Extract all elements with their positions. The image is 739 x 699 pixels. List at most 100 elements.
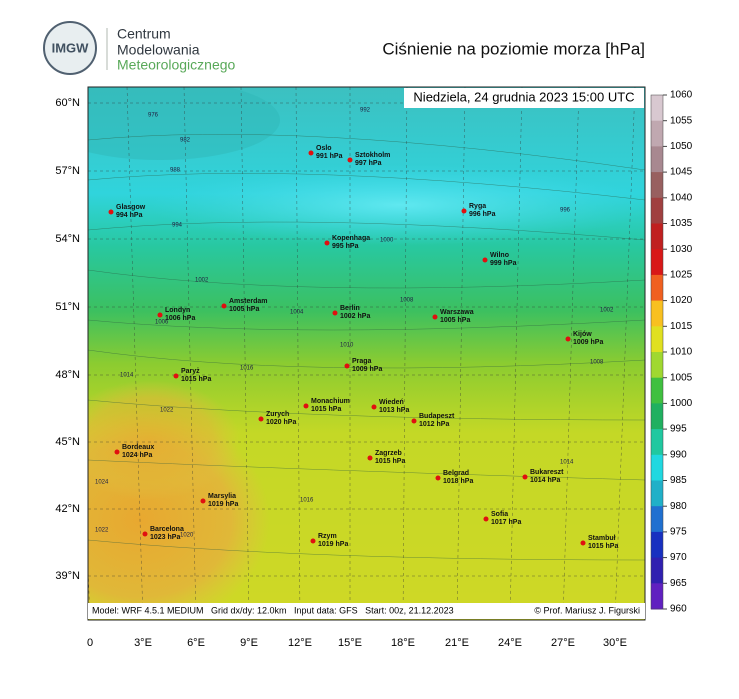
- city-pressure: 991 hPa: [316, 153, 343, 160]
- colorbar-cell: [651, 454, 663, 481]
- colorbar-label: 1020: [670, 295, 693, 306]
- graticule: [509, 87, 523, 620]
- city-dot: [310, 538, 316, 544]
- city-pressure: 1023 hPa: [150, 534, 180, 541]
- model-info: Model: WRF 4.5.1 MEDIUM Grid dx/dy: 12.0…: [92, 605, 454, 615]
- city-pressure: 1014 hPa: [530, 477, 560, 484]
- colorbar-label: 960: [670, 604, 687, 615]
- isobar-label: 1010: [340, 343, 354, 349]
- city-name: Zagrzeb: [375, 450, 402, 457]
- isobar-label: 1002: [195, 278, 209, 284]
- isobar-label: 976: [148, 113, 159, 119]
- lat-label: 42°N: [55, 503, 80, 515]
- colorbar-cell: [651, 480, 663, 507]
- city-name: Monachium: [311, 398, 350, 405]
- city-pressure: 1012 hPa: [419, 421, 449, 428]
- city-name: Wiedeń: [379, 399, 404, 406]
- graticule: [402, 87, 408, 620]
- colorbar-cell: [651, 274, 663, 302]
- lon-label: 12°E: [288, 637, 312, 649]
- isobar-label: 1014: [560, 460, 574, 466]
- city-name: Sofia: [491, 511, 508, 518]
- colorbar-label: 1055: [670, 115, 693, 126]
- city-dot: [221, 303, 227, 309]
- footer-box: [88, 603, 645, 619]
- colorbar-cell: [651, 146, 663, 173]
- city-pressure: 1005 hPa: [229, 306, 259, 313]
- lon-label: 9°E: [240, 637, 258, 649]
- city-name: Kopenhaga: [332, 235, 370, 242]
- city-pressure: 1015 hPa: [311, 406, 341, 413]
- colorbar-label: 995: [670, 424, 687, 435]
- isobar-label: 1002: [600, 308, 614, 314]
- city-dot: [483, 516, 489, 522]
- lat-label: 51°N: [55, 301, 80, 313]
- isobar-label: 988: [170, 168, 181, 174]
- city-pressure: 999 hPa: [490, 260, 517, 267]
- city-dot: [114, 449, 120, 455]
- city-pressure: 1024 hPa: [122, 452, 152, 459]
- isobar-label: 982: [180, 138, 191, 144]
- city-name: Bordeaux: [122, 444, 154, 451]
- graticule: [562, 87, 580, 620]
- colorbar-label: 1010: [670, 347, 693, 358]
- colorbar-cell: [651, 352, 663, 379]
- city-dot: [308, 150, 314, 156]
- map-frame: [87, 86, 646, 621]
- city-dot: [200, 498, 206, 504]
- colorbar-cell: [651, 249, 663, 276]
- isobar-label: 1008: [590, 360, 604, 366]
- colorbar-label: 1050: [670, 141, 693, 152]
- colorbar-label: 1000: [670, 398, 693, 409]
- lat-label: 60°N: [55, 97, 80, 109]
- city-name: Stambuł: [588, 535, 616, 542]
- colorbar-label: 1030: [670, 244, 693, 255]
- city-pressure: 1019 hPa: [208, 501, 238, 508]
- city-dot: [324, 240, 330, 246]
- city-pressure: 1009 hPa: [573, 339, 603, 346]
- colorbar-cell: [651, 326, 663, 353]
- city-name: Marsylia: [208, 493, 236, 500]
- lat-label: 57°N: [55, 165, 80, 177]
- colorbar-cell: [651, 557, 663, 584]
- colorbar-cell: [651, 95, 663, 122]
- city-name: Amsterdam: [229, 298, 268, 305]
- colorbar-cell: [651, 583, 663, 610]
- city-pressure: 1005 hPa: [440, 317, 470, 324]
- city-dot: [432, 314, 438, 320]
- city-name: Warszawa: [440, 309, 474, 316]
- colorbar-label: 975: [670, 527, 687, 538]
- isobar-label: 1022: [160, 408, 174, 414]
- city-pressure: 1020 hPa: [266, 419, 296, 426]
- lon-label: 21°E: [445, 637, 469, 649]
- city-pressure: 1009 hPa: [352, 366, 382, 373]
- city-name: Wilno: [490, 252, 509, 259]
- city-pressure: 1006 hPa: [165, 315, 195, 322]
- city-dot: [565, 336, 571, 342]
- city-name: Sztokholm: [355, 152, 390, 159]
- colorbar-label: 1060: [670, 90, 693, 101]
- lon-label: 30°E: [603, 637, 627, 649]
- isobar-label: 1008: [400, 298, 414, 304]
- city-dot: [332, 310, 338, 316]
- city-pressure: 1019 hPa: [318, 541, 348, 548]
- city-dot: [482, 257, 488, 263]
- lat-label: 45°N: [55, 436, 80, 448]
- city-name: Oslo: [316, 145, 332, 152]
- colorbar-label: 980: [670, 501, 687, 512]
- lon-label: 18°E: [391, 637, 415, 649]
- graticule: [183, 87, 197, 620]
- lon-label: 15°E: [338, 637, 362, 649]
- title: Ciśnienie na poziomie morza [hPa]: [382, 39, 645, 58]
- city-name: Zurych: [266, 411, 289, 418]
- colorbar-label: 1040: [670, 192, 693, 203]
- isobar-label: 1020: [180, 533, 194, 539]
- city-pressure: 1015 hPa: [375, 458, 405, 465]
- isobar-label: 1022: [95, 528, 109, 534]
- colorbar-label: 990: [670, 449, 687, 460]
- colorbar-cell: [651, 172, 663, 199]
- city-dot: [344, 363, 350, 369]
- colorbar-label: 1015: [670, 321, 693, 332]
- lat-label: 54°N: [55, 233, 80, 245]
- city-dot: [347, 157, 353, 163]
